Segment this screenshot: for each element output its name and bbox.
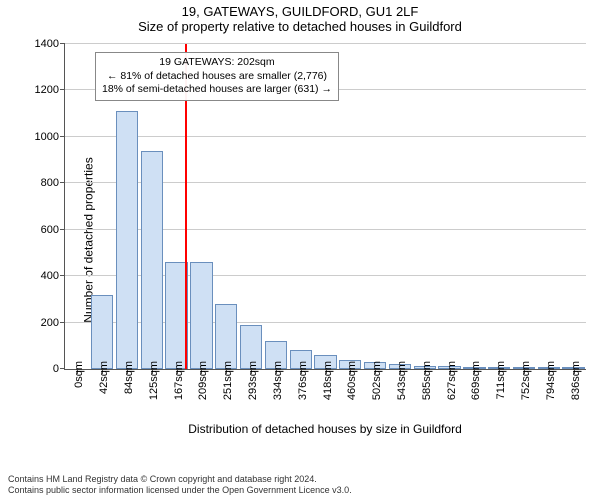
ytick-label: 600 (41, 224, 65, 236)
xtick-label: 251sqm (222, 361, 234, 400)
ytick-label: 1000 (35, 131, 65, 143)
xtick-label: 293sqm (247, 361, 259, 400)
xtick-label: 209sqm (197, 361, 209, 400)
xtick-label: 460sqm (346, 361, 358, 400)
footer: Contains HM Land Registry data © Crown c… (8, 474, 592, 497)
annotation-box: 19 GATEWAYS: 202sqm ← 81% of detached ho… (95, 52, 339, 101)
gridline (65, 43, 586, 44)
xtick-label: 125sqm (148, 361, 160, 400)
bar (215, 304, 237, 369)
ytick-label: 1200 (35, 84, 65, 96)
xtick-label: 711sqm (495, 361, 507, 399)
page-title-line1: 19, GATEWAYS, GUILDFORD, GU1 2LF (0, 0, 600, 19)
plot-area: 02004006008001000120014000sqm42sqm84sqm1… (64, 44, 586, 370)
xtick-label: 585sqm (421, 361, 433, 400)
ytick-label: 1400 (35, 38, 65, 50)
xtick-label: 502sqm (371, 361, 383, 400)
xtick-label: 669sqm (470, 361, 482, 400)
chart-container: Number of detached properties 0200400600… (0, 40, 600, 440)
annotation-line1: 19 GATEWAYS: 202sqm (102, 56, 332, 70)
xtick-label: 627sqm (446, 361, 458, 400)
xtick-label: 836sqm (570, 361, 582, 400)
page-title-line2: Size of property relative to detached ho… (0, 19, 600, 38)
xtick-label: 794sqm (545, 361, 557, 400)
bar (141, 151, 163, 369)
xtick-label: 334sqm (272, 361, 284, 400)
annotation-line2: ← 81% of detached houses are smaller (2,… (102, 70, 332, 84)
ytick-label: 800 (41, 177, 65, 189)
gridline (65, 136, 586, 137)
xtick-label: 752sqm (520, 361, 532, 400)
xtick-label: 543sqm (396, 361, 408, 400)
xtick-label: 418sqm (322, 361, 334, 400)
xtick-label: 42sqm (98, 361, 110, 394)
xtick-label: 376sqm (297, 361, 309, 400)
ytick-label: 0 (53, 363, 65, 375)
bar (190, 262, 212, 369)
footer-line2: Contains public sector information licen… (8, 485, 592, 496)
annotation-line3: 18% of semi-detached houses are larger (… (102, 83, 332, 97)
xtick-label: 84sqm (123, 361, 135, 394)
ytick-label: 200 (41, 317, 65, 329)
footer-line1: Contains HM Land Registry data © Crown c… (8, 474, 592, 485)
bar (116, 111, 138, 369)
ytick-label: 400 (41, 270, 65, 282)
xtick-label: 167sqm (173, 361, 185, 400)
xtick-label: 0sqm (73, 361, 85, 388)
x-axis-label: Distribution of detached houses by size … (64, 422, 586, 436)
bar (91, 295, 113, 369)
